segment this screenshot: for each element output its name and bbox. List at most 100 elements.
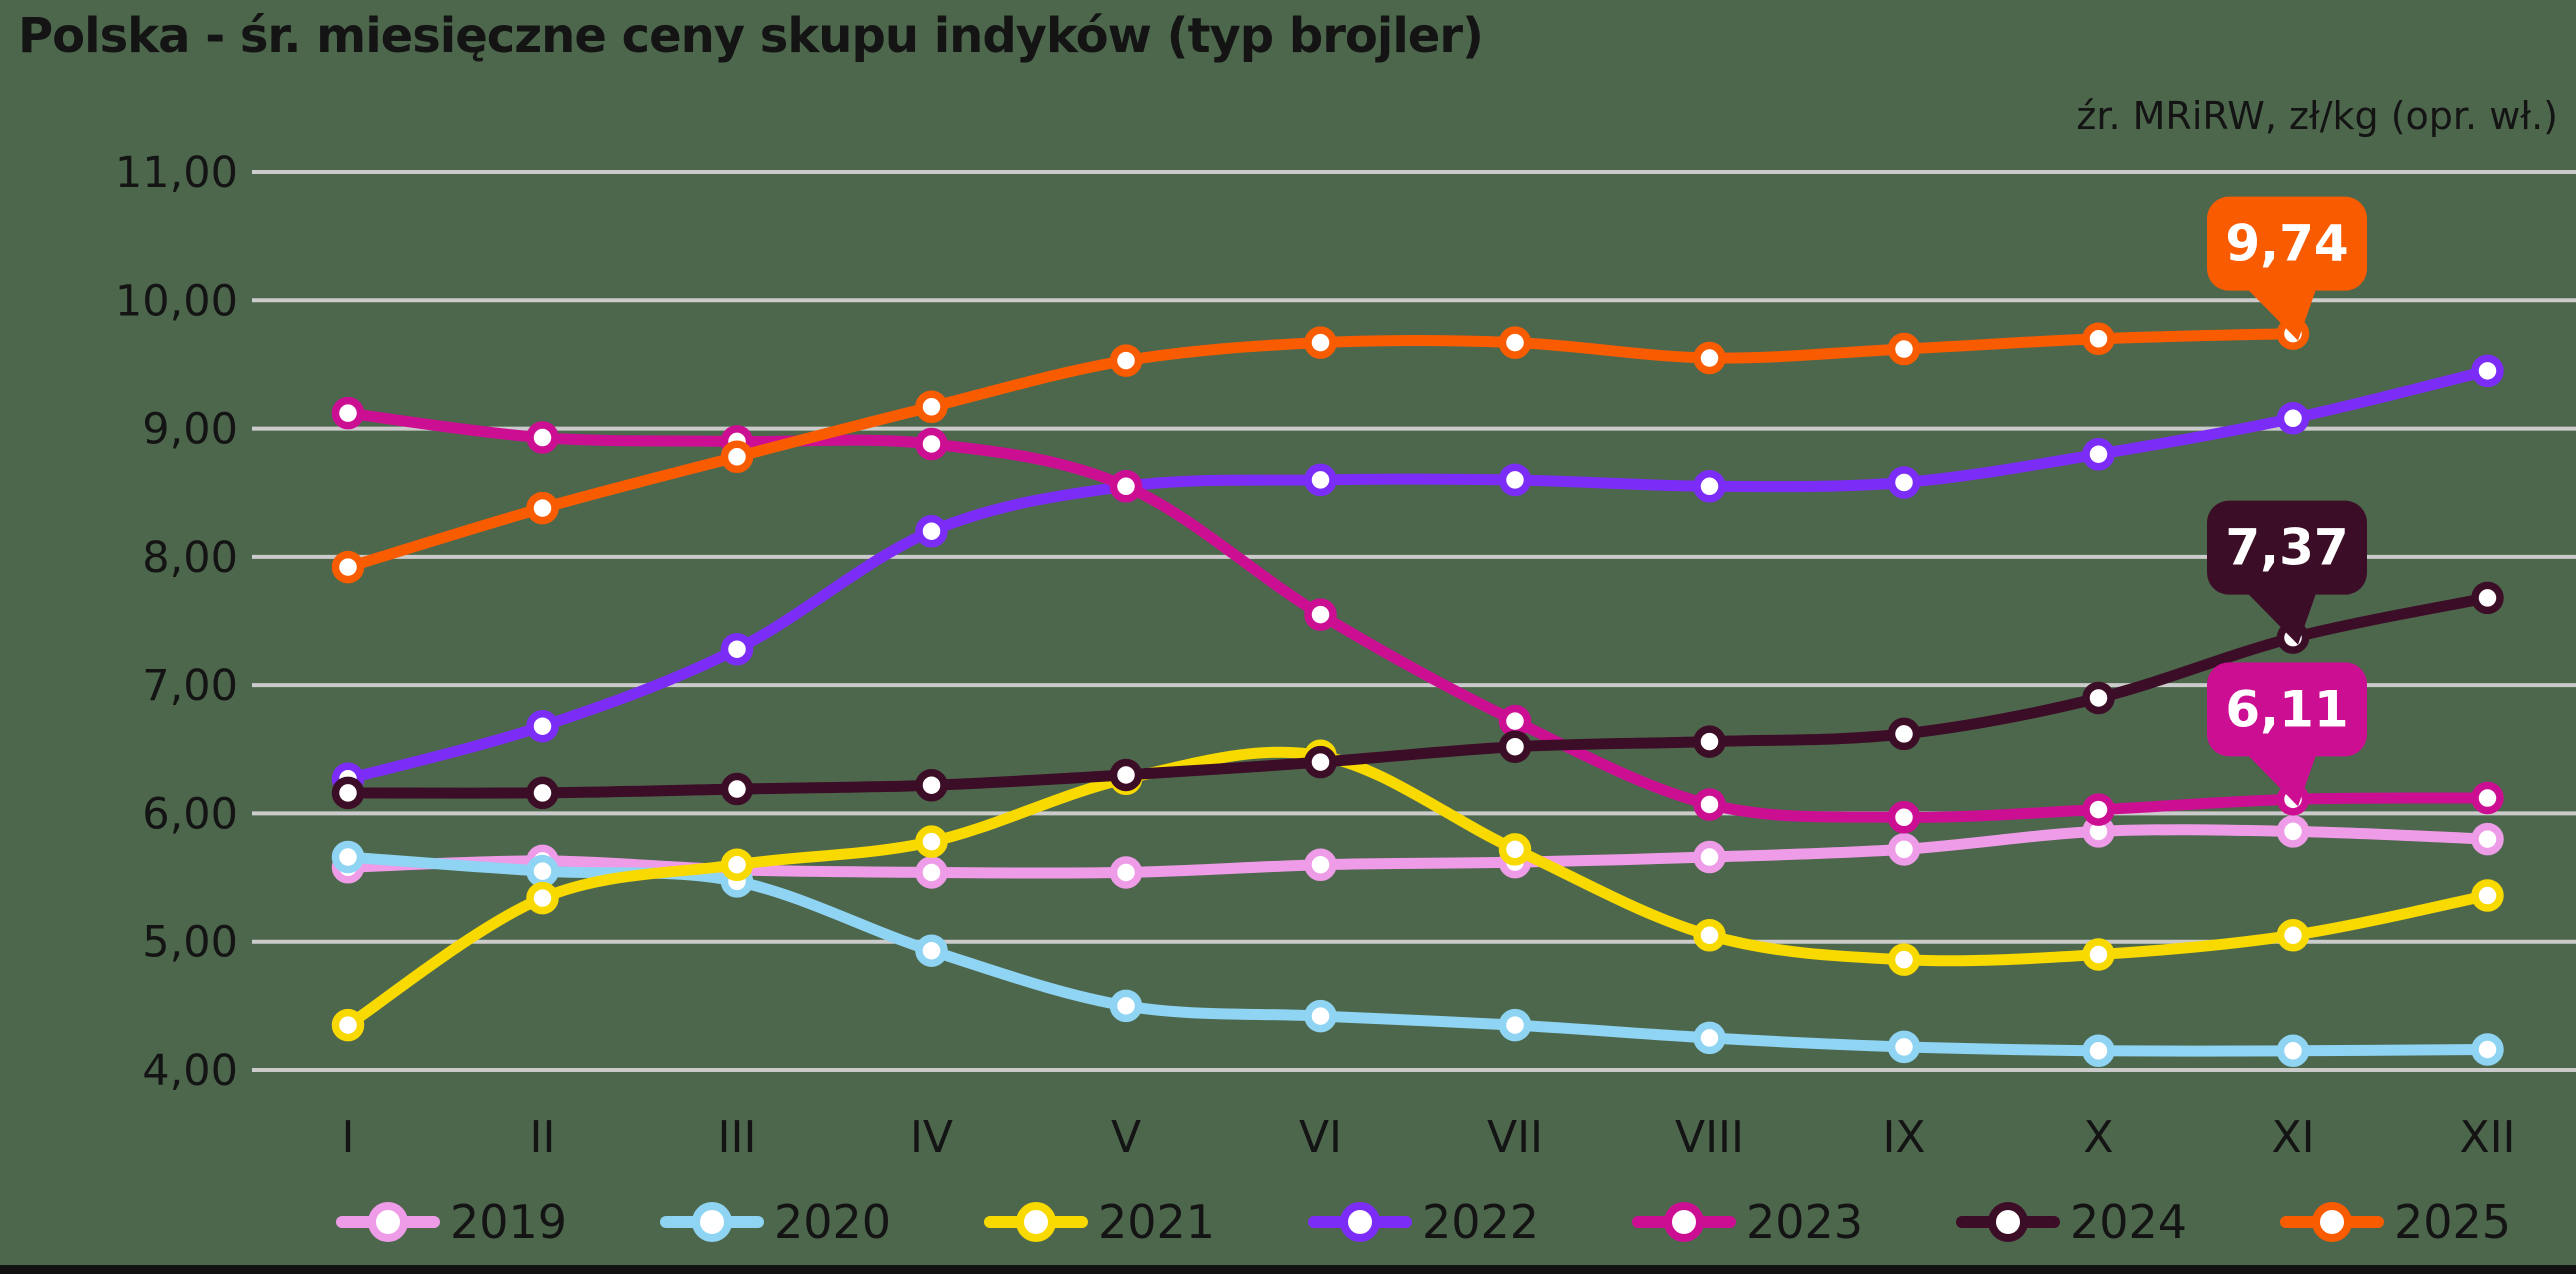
data-point-marker-2021 <box>1693 919 1726 952</box>
x-axis-tick-label: XII <box>2459 1112 2515 1163</box>
data-point-marker-2025 <box>1887 332 1921 366</box>
data-point-marker-2021 <box>331 1008 365 1042</box>
legend-item-2021: 2021 <box>1098 1195 1215 1249</box>
data-point-marker-2022 <box>2276 402 2310 435</box>
data-point-marker-2025 <box>1693 341 1726 375</box>
y-axis-tick-label: 9,00 <box>142 405 238 455</box>
y-axis-tick-label: 5,00 <box>142 918 238 968</box>
data-point-marker-2020 <box>1498 1008 1532 1042</box>
x-axis-tick-label: III <box>718 1112 757 1163</box>
data-point-marker-2023 <box>1109 470 1143 503</box>
x-axis-tick-label: VII <box>1487 1112 1543 1163</box>
data-point-marker-2020 <box>2471 1033 2504 1066</box>
data-point-marker-2021 <box>526 881 559 915</box>
legend-item-2020: 2020 <box>774 1195 891 1249</box>
x-axis-tick-label: IV <box>910 1112 953 1163</box>
x-axis-tick-label: II <box>530 1112 556 1163</box>
callout-value-2024: 7,37 <box>2225 519 2348 577</box>
data-point-marker-2025 <box>1304 326 1337 359</box>
data-point-marker-2019 <box>2471 822 2504 856</box>
data-point-marker-2021 <box>2082 938 2115 971</box>
data-point-marker-2019 <box>1109 856 1143 889</box>
legend-swatch-marker-2021 <box>1016 1202 1056 1242</box>
legend-item-2022: 2022 <box>1422 1195 1539 1249</box>
data-point-marker-2019 <box>2276 815 2310 848</box>
data-point-marker-2022 <box>2471 354 2504 388</box>
callout-tail-2025 <box>2245 286 2317 341</box>
callout-tail-2024 <box>2245 590 2317 645</box>
data-point-marker-2020 <box>1887 1030 1921 1064</box>
data-point-marker-2022 <box>1304 463 1337 497</box>
data-point-marker-2025 <box>1109 344 1143 377</box>
data-point-marker-2025 <box>331 550 365 584</box>
chart-title: Polska - śr. miesięczne ceny skupu indyk… <box>18 8 1484 64</box>
x-axis-tick-label: XI <box>2271 1112 2314 1163</box>
data-point-marker-2025 <box>2082 322 2115 356</box>
legend-item-2019: 2019 <box>450 1195 567 1249</box>
series-line-2022 <box>342 365 2493 785</box>
data-point-marker-2024 <box>1693 725 1726 758</box>
data-point-marker-2024 <box>2082 681 2115 715</box>
y-axis-tick-label: 10,00 <box>115 276 238 326</box>
data-point-marker-2020 <box>1304 999 1337 1033</box>
legend-swatch-marker-2024 <box>1988 1202 2028 1242</box>
data-point-marker-2024 <box>526 776 559 810</box>
data-point-marker-2023 <box>2471 781 2504 815</box>
data-point-marker-2021 <box>1887 943 1921 976</box>
data-point-marker-2020 <box>2276 1034 2310 1068</box>
legend-swatch-marker-2019 <box>368 1202 408 1242</box>
data-point-marker-2023 <box>1304 598 1337 631</box>
data-point-marker-2020 <box>1109 989 1143 1023</box>
data-point-marker-2023 <box>331 396 365 430</box>
data-point-marker-2022 <box>526 709 559 743</box>
data-point-marker-2022 <box>1887 466 1921 499</box>
data-point-marker-2023 <box>526 421 559 454</box>
legend-item-2024: 2024 <box>2070 1195 2187 1249</box>
data-point-marker-2024 <box>1498 730 1532 763</box>
data-point-marker-2019 <box>1693 840 1726 874</box>
y-axis-tick-label: 4,00 <box>142 1046 238 1096</box>
data-point-marker-2023 <box>1693 788 1726 821</box>
data-point-marker-2020 <box>331 840 365 874</box>
data-point-marker-2019 <box>1887 833 1921 866</box>
callout-box-2024 <box>2207 500 2367 595</box>
series-line-2024 <box>342 592 2493 799</box>
data-point-marker-2025 <box>526 491 559 525</box>
x-axis-tick-label: VI <box>1299 1112 1342 1163</box>
x-axis-tick-label: IX <box>1882 1112 1925 1163</box>
data-point-marker-2022 <box>915 514 948 548</box>
callout-box-2025 <box>2207 196 2367 291</box>
x-axis-tick-label: VIII <box>1675 1112 1744 1163</box>
data-point-marker-2020 <box>2082 1034 2115 1068</box>
legend-swatch-marker-2023 <box>1664 1202 1704 1242</box>
y-axis-tick-label: 7,00 <box>142 661 238 711</box>
bottom-border <box>0 1265 2576 1274</box>
series-line-2025 <box>342 328 2299 573</box>
callout-tail-2023 <box>2245 752 2317 807</box>
y-axis-tick-label: 11,00 <box>115 148 238 198</box>
data-point-marker-2019 <box>1304 848 1337 881</box>
data-point-marker-2020 <box>1693 1021 1726 1055</box>
data-point-marker-2024 <box>331 776 365 810</box>
y-axis-tick-label: 8,00 <box>142 533 238 583</box>
data-point-marker-2022 <box>1498 463 1532 497</box>
data-point-marker-2020 <box>915 934 948 967</box>
data-point-marker-2025 <box>915 390 948 424</box>
data-point-marker-2021 <box>1498 833 1532 866</box>
data-point-marker-2021 <box>2471 879 2504 912</box>
data-point-marker-2024 <box>720 772 754 806</box>
data-point-marker-2023 <box>1498 704 1532 738</box>
x-axis-tick-label: I <box>342 1112 355 1163</box>
data-point-marker-2024 <box>1109 758 1143 792</box>
data-point-marker-2022 <box>1693 470 1726 503</box>
data-point-marker-2025 <box>1498 326 1532 359</box>
data-point-marker-2023 <box>1887 801 1921 834</box>
data-point-marker-2024 <box>1887 717 1921 751</box>
legend-item-2025: 2025 <box>2394 1195 2511 1249</box>
legend-swatch-marker-2022 <box>1340 1202 1380 1242</box>
data-point-marker-2022 <box>720 632 754 666</box>
data-point-marker-2022 <box>2082 437 2115 471</box>
data-point-marker-2021 <box>2276 919 2310 952</box>
legend-swatch-marker-2025 <box>2312 1202 2352 1242</box>
